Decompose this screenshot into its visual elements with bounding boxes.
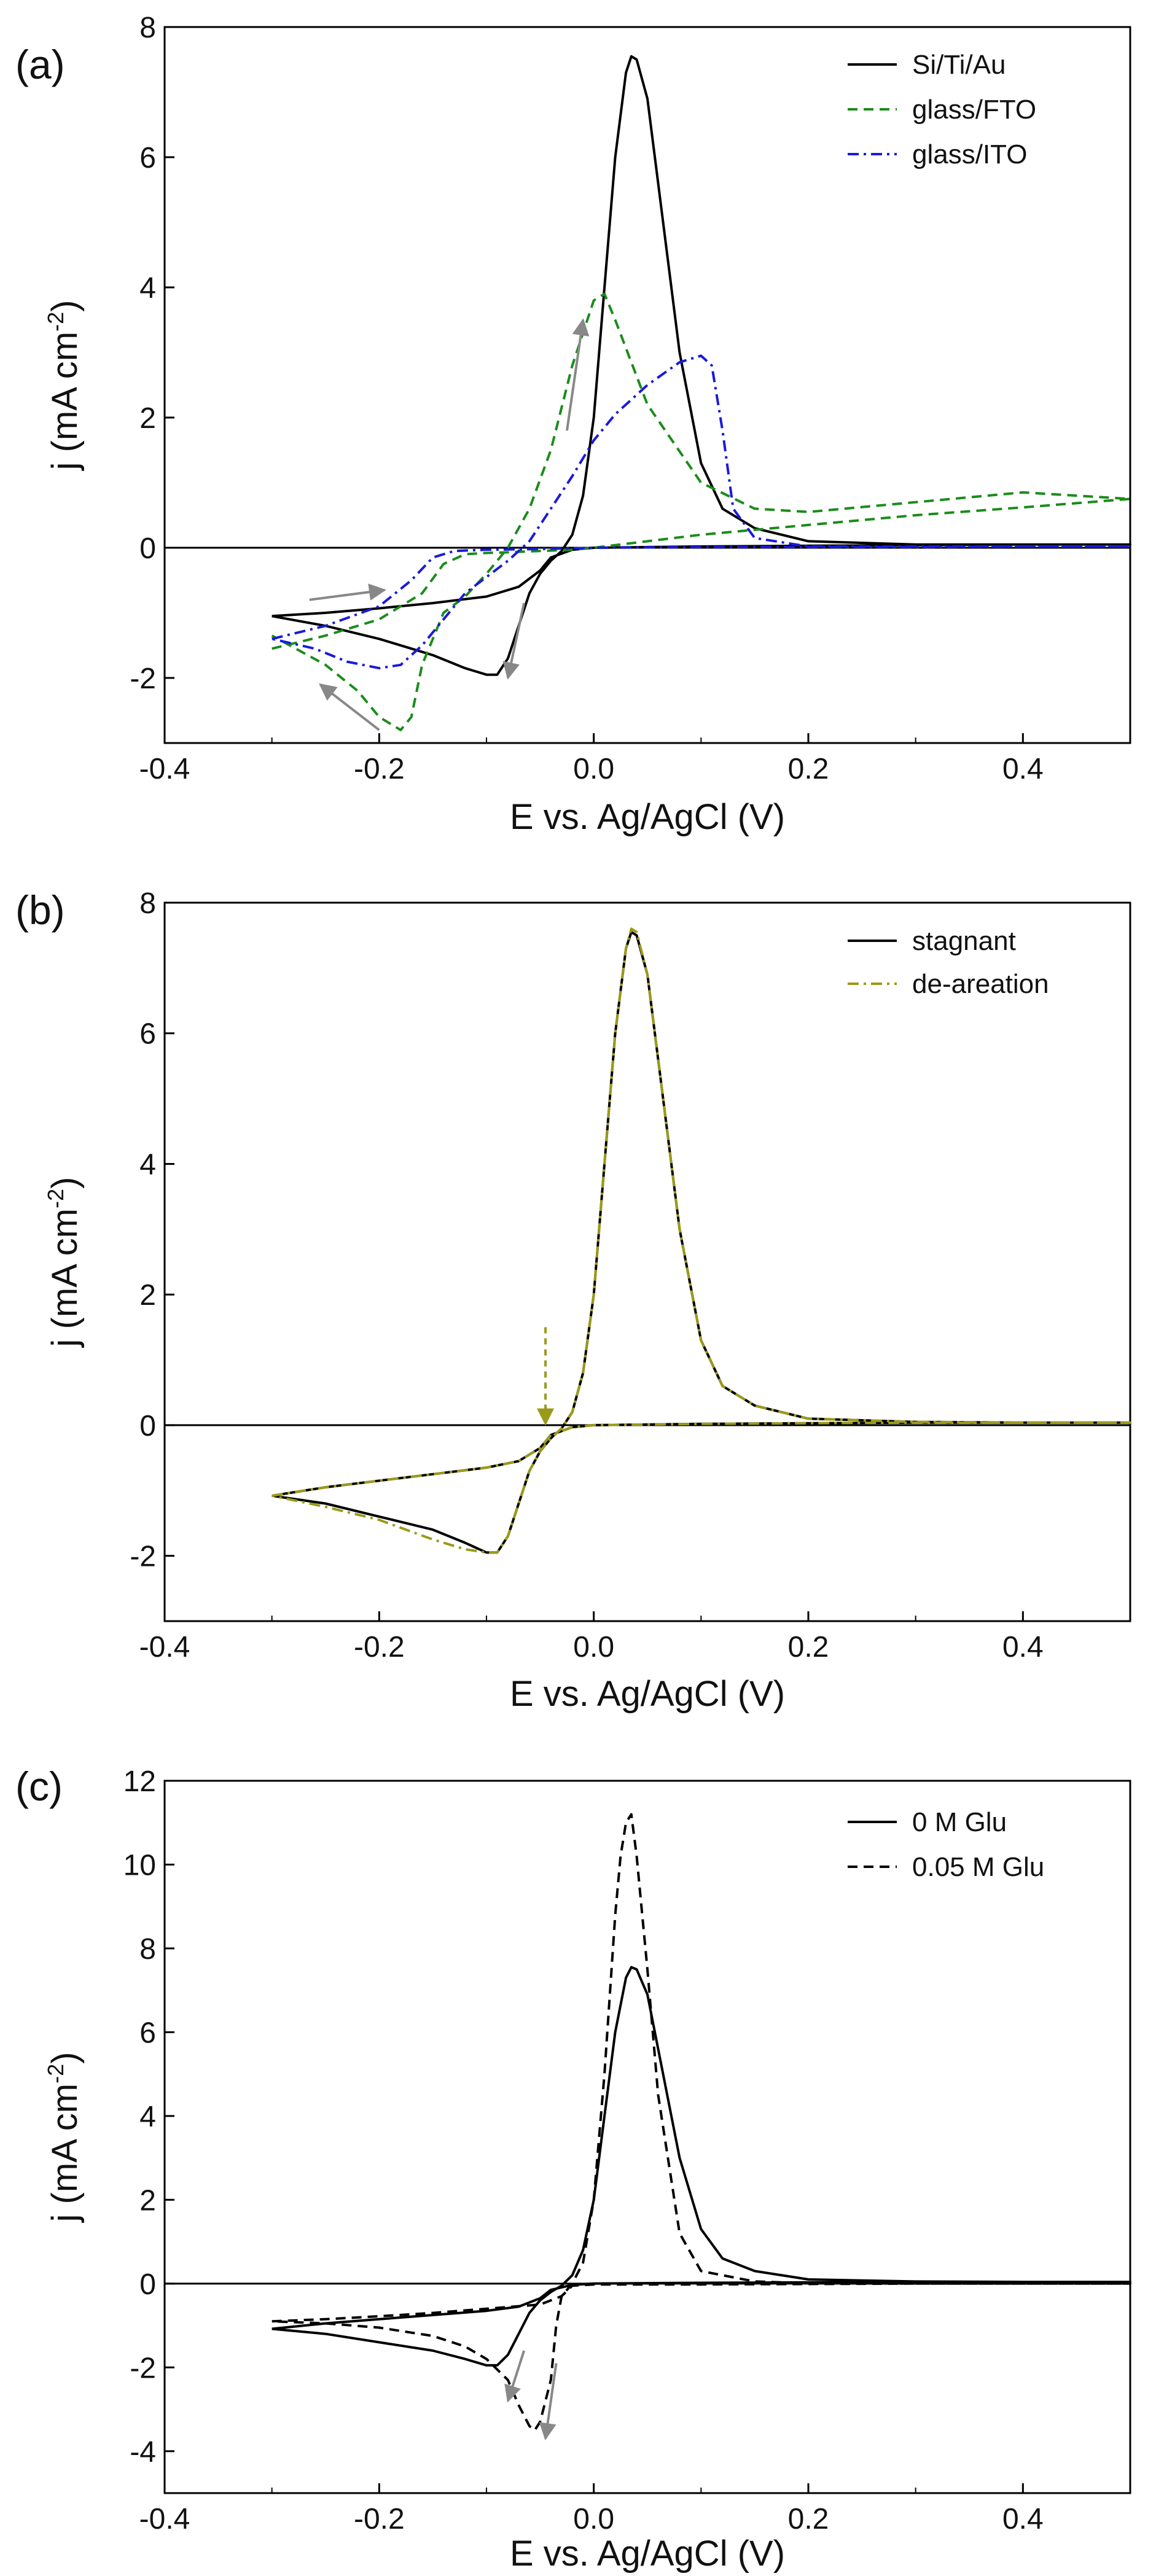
legend-label-si-ti-au: Si/Ti/Au (912, 50, 1006, 80)
plot-frame-b (163, 901, 1131, 1622)
plot-frame-a (163, 26, 1131, 744)
chart-panel-a: (a) -0.4 -0.2 0.0 0.2 0.4 -2 0 2 4 6 8 Si/Ti/Au gl… (15, 12, 1131, 837)
ticks-b: -0.4 -0.2 0.0 0.2 0.4 -2 0 2 4 6 8 (130, 887, 1131, 1664)
y-axis-title-c-close: ) (45, 2052, 85, 2064)
legend-a: Si/Ti/Au glass/FTO glass/ITO (848, 50, 1036, 169)
scan-direction-arrow (539, 2363, 558, 2441)
x-tick-label: 0.2 (788, 1631, 829, 1664)
y-tick-label: 2 (139, 402, 156, 435)
y-axis-title-b-sup: -2 (43, 1189, 68, 1208)
y-axis-title-b-close: ) (45, 1177, 85, 1189)
legend-label-glass-ito: glass/ITO (912, 139, 1027, 169)
arrows-c (504, 2350, 558, 2441)
legend-label-stagnant: stagnant (912, 926, 1016, 956)
y-tick-label: -4 (130, 2436, 156, 2469)
y-axis-title-c-main: j (mA cm (45, 2084, 85, 2224)
y-tick-label: 8 (139, 1933, 156, 1966)
series-line-glass-fto (271, 292, 1131, 731)
x-tick-label: 0.0 (573, 2503, 614, 2535)
legend-label-005m-glu: 0.05 M Glu (912, 1852, 1044, 1882)
x-axis-title-b: E vs. Ag/AgCl (V) (510, 1674, 785, 1714)
y-axis-title-a-close: ) (45, 300, 85, 312)
ticks-a: -0.4 -0.2 0.0 0.2 0.4 -2 0 2 4 6 8 (130, 12, 1131, 785)
y-axis-title-a-main: j (mA cm (45, 332, 85, 472)
y-tick-label: 10 (123, 1849, 156, 1881)
x-tick-label: -0.2 (354, 753, 405, 785)
scan-direction-arrow (502, 602, 526, 680)
y-tick-label: 8 (139, 12, 156, 44)
panel-label-b: (b) (15, 887, 65, 933)
panel-label-c: (c) (15, 1764, 63, 1809)
x-axis-title-c: E vs. Ag/AgCl (V) (510, 2534, 785, 2574)
y-axis-title-b-main: j (mA cm (45, 1208, 85, 1348)
legend-label-de-areation: de-areation (912, 969, 1049, 999)
y-tick-label: 0 (139, 2268, 156, 2301)
scan-direction-arrow (309, 583, 386, 601)
y-tick-label: 0 (139, 532, 156, 565)
x-tick-label: -0.2 (354, 1631, 405, 1664)
series-c (271, 1813, 1131, 2432)
y-tick-label: 12 (123, 1765, 156, 1798)
x-axis-title-a: E vs. Ag/AgCl (V) (510, 797, 785, 837)
series-line-stagnant (271, 930, 1131, 1554)
x-tick-label: -0.2 (354, 2503, 405, 2535)
legend-c: 0 M Glu 0.05 M Glu (848, 1807, 1044, 1882)
legend-b: stagnant de-areation (848, 926, 1049, 999)
y-axis-title-c: j (mA cm-2) (43, 2052, 85, 2224)
y-tick-label: 0 (139, 1410, 156, 1442)
y-tick-label: 8 (139, 887, 156, 920)
legend-label-0m-glu: 0 M Glu (912, 1807, 1007, 1837)
y-tick-label: 2 (139, 1279, 156, 1312)
legend-label-glass-fto: glass/FTO (912, 95, 1036, 125)
x-tick-label: 0.4 (1002, 1631, 1044, 1664)
x-tick-label: 0.4 (1002, 753, 1044, 785)
x-tick-label: 0.2 (788, 753, 829, 785)
y-tick-label: -2 (130, 663, 156, 695)
series-b (271, 927, 1131, 1554)
y-tick-label: 4 (139, 1148, 156, 1181)
series-line-si-ti-au (271, 55, 1131, 676)
scan-direction-arrow (504, 2350, 526, 2403)
x-tick-label: -0.4 (139, 753, 190, 785)
y-axis-title-a-sup: -2 (43, 312, 68, 332)
y-tick-label: -2 (130, 2352, 156, 2384)
series-line-de-areation (271, 927, 1131, 1554)
x-tick-label: 0.0 (573, 753, 614, 785)
y-tick-label: -2 (130, 1541, 156, 1573)
chart-panel-b: (b) -0.4 -0.2 0.0 0.2 0.4 -2 0 2 4 6 8 stagnant de… (15, 887, 1131, 1714)
x-tick-label: 0.2 (788, 2503, 829, 2535)
y-tick-label: 2 (139, 2184, 156, 2217)
y-axis-title-a: j (mA cm-2) (43, 300, 85, 472)
panel-label-a: (a) (15, 42, 65, 87)
scan-direction-arrow (566, 318, 590, 431)
y-tick-label: 6 (139, 142, 156, 174)
x-tick-label: -0.4 (139, 1631, 190, 1664)
y-axis-title-b: j (mA cm-2) (43, 1177, 85, 1348)
y-tick-label: 6 (139, 1018, 156, 1051)
series-a (271, 55, 1131, 731)
scan-direction-arrow (319, 683, 380, 731)
arrows-a (309, 318, 590, 731)
x-tick-label: 0.0 (573, 1631, 614, 1664)
series-line-glass-ito (271, 354, 1131, 670)
y-axis-title-c-sup: -2 (43, 2064, 68, 2084)
x-tick-label: 0.4 (1002, 2503, 1044, 2535)
x-tick-label: -0.4 (139, 2503, 190, 2535)
y-tick-label: 4 (139, 2101, 156, 2133)
series-line-0-m-glu (271, 1966, 1131, 2367)
chart-panel-c: (c) -0.4 -0.2 0.0 0.2 0.4 -4 -2 0 2 4 6 8 10 12 0 M G… (15, 1764, 1131, 2574)
series-line-0-05-m-glu (271, 1813, 1131, 2432)
y-tick-label: 6 (139, 2017, 156, 2049)
plot-frame-c (163, 1780, 1131, 2494)
y-tick-label: 4 (139, 272, 156, 305)
